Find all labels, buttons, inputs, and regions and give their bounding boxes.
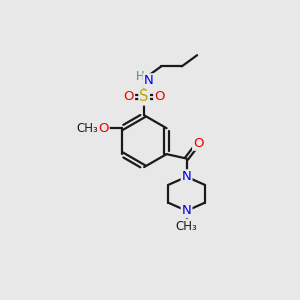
Text: H: H xyxy=(136,70,145,83)
Text: O: O xyxy=(98,122,109,135)
Text: CH₃: CH₃ xyxy=(76,122,98,135)
Text: CH₃: CH₃ xyxy=(176,220,197,232)
Text: N: N xyxy=(144,74,153,87)
Text: S: S xyxy=(140,89,149,104)
Text: N: N xyxy=(182,170,191,183)
Text: O: O xyxy=(154,91,165,103)
Text: O: O xyxy=(124,91,134,103)
Text: N: N xyxy=(182,204,191,217)
Text: O: O xyxy=(193,137,204,150)
